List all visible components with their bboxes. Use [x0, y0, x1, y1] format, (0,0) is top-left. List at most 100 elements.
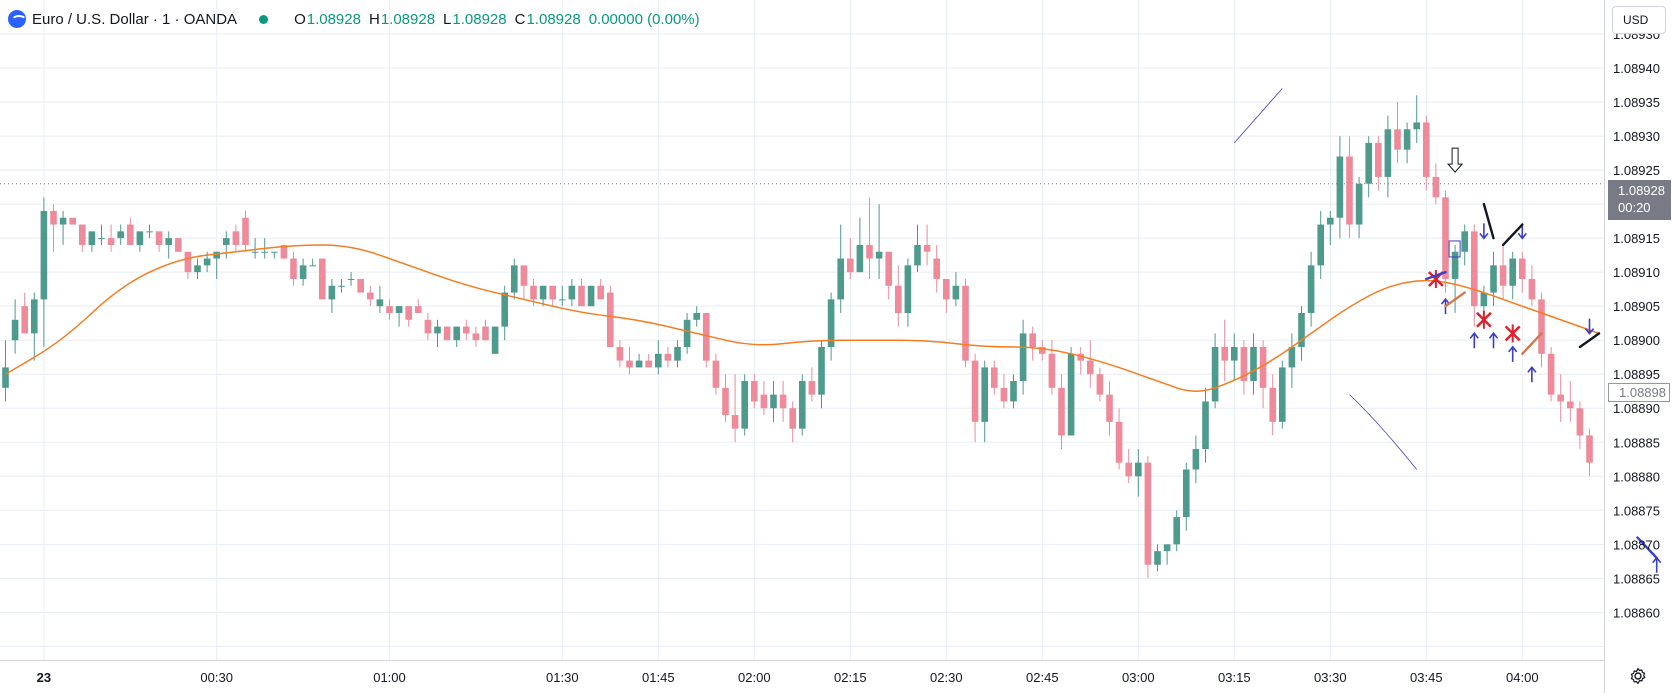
candle-body	[875, 251, 883, 259]
symbol-title[interactable]: Euro / U.S. Dollar · 1 · OANDA	[32, 10, 238, 28]
candle-body	[261, 251, 268, 253]
open-label: O	[294, 10, 306, 28]
drawing-stroke	[1425, 270, 1447, 281]
candle-body	[1538, 299, 1545, 354]
candle-body	[1183, 469, 1190, 518]
candle-body	[482, 326, 489, 341]
price-tick-label: 1.08900	[1613, 333, 1660, 348]
candle-body	[1509, 258, 1516, 286]
candle-body	[155, 231, 163, 245]
change-value: 0.00000 (0.00%)	[588, 10, 700, 28]
bar-countdown: 00:20	[1618, 200, 1651, 215]
candle-body	[40, 210, 48, 300]
candle-body	[904, 265, 912, 313]
candle-body	[1067, 353, 1075, 436]
candle-body	[251, 251, 259, 253]
candle-body	[1298, 312, 1305, 348]
candle-body	[1317, 224, 1324, 266]
candle-body	[1029, 333, 1036, 348]
candle-body	[779, 394, 787, 409]
candle-body	[712, 360, 720, 388]
drawing-stroke	[1482, 202, 1495, 240]
price-tick-label: 1.08925	[1613, 163, 1660, 178]
candle-body	[597, 285, 604, 300]
moving-average-line	[5, 244, 1600, 392]
tradingview-logo-icon	[8, 10, 27, 28]
candle-body	[367, 292, 374, 300]
candle-body	[184, 251, 192, 273]
drawing-stroke	[1501, 223, 1524, 247]
time-tick-label: 02:00	[738, 670, 771, 685]
candle-body	[923, 244, 931, 252]
candle-body	[895, 285, 902, 313]
candle-body	[491, 326, 499, 354]
candle-body	[11, 319, 19, 341]
time-tick-label: 03:45	[1410, 670, 1443, 685]
candle-body	[319, 258, 326, 300]
candle-body	[1499, 265, 1507, 286]
candle-body	[271, 251, 278, 253]
candle-body	[549, 285, 556, 300]
ma-price-tag: 1.08898	[1608, 383, 1670, 402]
candle-body	[1221, 347, 1228, 361]
candle-body	[991, 367, 998, 388]
candle-body	[1413, 122, 1420, 130]
candle-body	[1019, 333, 1027, 382]
candle-body	[751, 381, 758, 402]
candle-body	[1087, 360, 1094, 375]
candle-body	[1163, 544, 1171, 552]
candle-body	[501, 292, 508, 327]
candle-body	[1106, 394, 1113, 422]
candle-body	[1547, 353, 1555, 395]
candle-body	[79, 224, 86, 245]
candle-body	[1480, 292, 1488, 307]
candle-body	[1519, 258, 1526, 279]
price-tick-label: 1.08910	[1613, 265, 1660, 280]
candle-body	[530, 285, 537, 300]
candle-body	[616, 347, 624, 361]
market-status-icon	[259, 14, 269, 24]
candle-body	[1557, 394, 1564, 402]
candle-body	[703, 312, 710, 361]
price-tick-label: 1.08870	[1613, 537, 1660, 552]
price-tick-label: 1.08930	[1613, 129, 1660, 144]
candle-body	[837, 258, 844, 300]
candle-body	[203, 258, 211, 266]
candle-body	[539, 285, 547, 300]
currency-button[interactable]: USD	[1612, 6, 1666, 34]
candle-body	[770, 394, 777, 409]
trend-curve-down	[1349, 394, 1418, 470]
candle-body	[1240, 347, 1248, 382]
price-tick-label: 1.08890	[1613, 401, 1660, 416]
candle-body	[1471, 231, 1478, 307]
candle-body	[1058, 387, 1065, 436]
candle-body	[1451, 251, 1459, 279]
candle-body	[1375, 142, 1382, 177]
candle-body	[693, 312, 700, 320]
candle-body	[175, 238, 182, 252]
candle-body	[1576, 408, 1584, 436]
candle-body	[559, 299, 566, 301]
candle-body	[69, 217, 76, 225]
candle-body	[1307, 265, 1315, 313]
settings-gear-icon[interactable]	[1629, 667, 1647, 685]
candle-body	[1202, 401, 1209, 450]
candle-body	[194, 265, 201, 273]
time-tick-label: 03:15	[1218, 670, 1251, 685]
candle-body	[1432, 176, 1440, 198]
candle-body	[664, 353, 672, 361]
time-tick-label: 01:30	[546, 670, 579, 685]
candle-body	[626, 360, 633, 368]
candle-body	[21, 306, 28, 334]
trend-line-up	[1234, 88, 1283, 144]
price-tick-label: 1.08935	[1613, 95, 1660, 110]
candle-body	[1336, 156, 1344, 218]
price-tick-label: 1.08885	[1613, 435, 1660, 450]
candle-body	[1000, 387, 1008, 402]
arrow-up-icon	[1527, 365, 1537, 383]
price-tick-label: 1.08865	[1613, 571, 1660, 586]
candle-body	[386, 306, 393, 313]
candle-body	[1365, 142, 1372, 184]
candle-body	[165, 238, 172, 245]
